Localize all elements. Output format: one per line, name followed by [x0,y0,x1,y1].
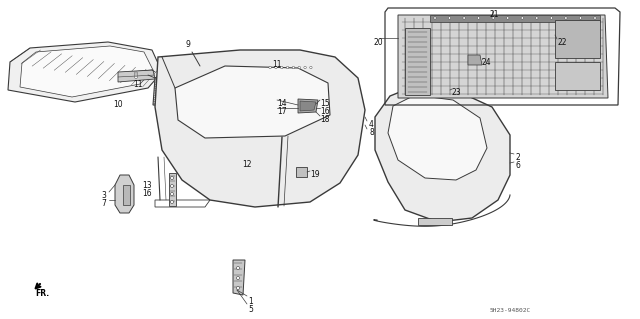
Polygon shape [163,58,320,104]
Text: 1: 1 [248,297,253,306]
Circle shape [304,66,307,69]
Text: 4: 4 [369,120,374,129]
Circle shape [594,17,596,19]
Circle shape [292,66,294,69]
Polygon shape [118,70,155,82]
Polygon shape [8,42,162,102]
Text: 2: 2 [516,153,521,162]
Circle shape [275,66,277,69]
Circle shape [170,201,173,204]
Text: 6: 6 [516,161,521,170]
Polygon shape [265,58,326,72]
Polygon shape [555,62,600,90]
Circle shape [170,176,173,180]
Circle shape [492,17,494,19]
Polygon shape [555,20,600,58]
Text: 22: 22 [557,38,566,47]
Text: 10: 10 [113,100,123,109]
Circle shape [170,192,173,196]
Text: 14: 14 [277,99,287,108]
Polygon shape [120,70,152,80]
Circle shape [564,17,567,19]
Polygon shape [175,66,330,138]
Text: 3: 3 [101,191,106,200]
Circle shape [135,71,137,74]
Polygon shape [233,260,245,295]
Circle shape [269,66,271,69]
Polygon shape [115,175,134,213]
Polygon shape [300,101,316,111]
Circle shape [135,76,137,79]
Text: 24: 24 [482,58,492,67]
Polygon shape [123,185,130,205]
Polygon shape [296,167,307,177]
Circle shape [506,17,509,19]
Circle shape [463,17,465,19]
Polygon shape [155,50,365,207]
Polygon shape [405,28,430,95]
Circle shape [536,17,538,19]
Circle shape [135,73,137,75]
Polygon shape [20,46,153,97]
Circle shape [237,277,239,279]
Circle shape [298,66,300,69]
Circle shape [449,17,451,19]
Circle shape [280,66,283,69]
Circle shape [477,17,480,19]
Text: 8: 8 [369,128,374,137]
Circle shape [135,74,137,76]
Circle shape [286,66,289,69]
Polygon shape [169,173,176,206]
Polygon shape [375,86,510,222]
Circle shape [135,75,137,78]
Polygon shape [418,218,452,225]
Text: 18: 18 [320,115,330,124]
Text: 13: 13 [142,181,152,190]
Circle shape [521,17,524,19]
Circle shape [550,17,552,19]
Text: 21: 21 [490,10,499,19]
Circle shape [170,184,173,188]
Text: 16: 16 [320,107,330,116]
Text: 20: 20 [374,38,383,47]
Text: FR.: FR. [35,289,49,298]
Circle shape [434,17,436,19]
Text: 5: 5 [248,305,253,314]
Text: 5H23-94802C: 5H23-94802C [490,308,531,313]
Circle shape [310,66,312,69]
Circle shape [579,17,582,19]
Text: 23: 23 [452,88,461,97]
Polygon shape [430,15,600,22]
Circle shape [237,286,239,290]
Text: 12: 12 [242,160,252,169]
Text: 19: 19 [310,170,319,179]
Polygon shape [153,55,330,108]
Circle shape [237,266,239,270]
Text: 16: 16 [142,189,152,198]
Text: 7: 7 [101,199,106,208]
Text: 11: 11 [272,60,282,69]
Text: 15: 15 [320,99,330,108]
Text: 17: 17 [277,107,287,116]
Text: 9: 9 [185,40,190,49]
Text: 11: 11 [133,80,143,89]
Polygon shape [398,15,608,98]
Polygon shape [298,99,318,113]
Polygon shape [388,95,487,180]
Polygon shape [468,55,482,65]
